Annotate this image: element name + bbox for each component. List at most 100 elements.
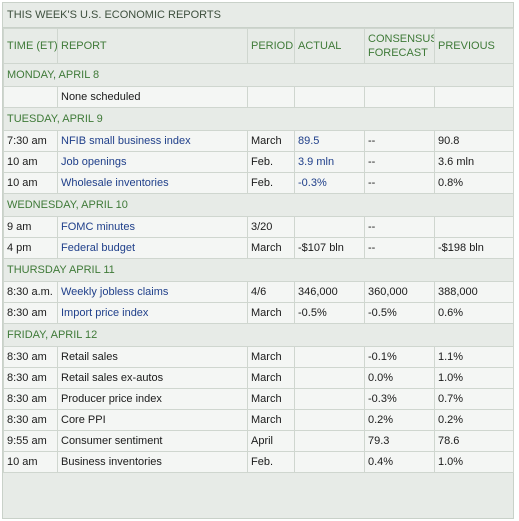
- report-link: Retail sales ex-autos: [57, 367, 248, 389]
- previous-cell: 0.8%: [434, 172, 514, 194]
- time-cell: 4 pm: [3, 237, 58, 259]
- table-row: 8:30 am Import price index March -0.5% -0.5%…: [3, 302, 514, 324]
- day-label: WEDNESDAY, APRIL 10: [3, 193, 514, 217]
- table-row: 8:30 am Retail sales March -0.1% 1.1%: [3, 346, 514, 368]
- actual-cell: 346,000: [294, 281, 365, 303]
- consensus-cell: --: [364, 151, 435, 173]
- period-cell: 3/20: [247, 216, 295, 238]
- time-cell: 8:30 a.m.: [3, 281, 58, 303]
- reports-table: TIME (ET) REPORT PERIOD ACTUAL CONSENSUS…: [3, 28, 514, 473]
- period-cell: March: [247, 367, 295, 389]
- time-cell: 8:30 am: [3, 367, 58, 389]
- actual-cell: [294, 388, 365, 410]
- report-link[interactable]: Import price index: [57, 302, 248, 324]
- report-link: Retail sales: [57, 346, 248, 368]
- day-row: MONDAY, APRIL 8: [3, 63, 514, 87]
- header-actual: ACTUAL: [294, 28, 365, 64]
- previous-cell: 1.0%: [434, 367, 514, 389]
- period-cell: 4/6: [247, 281, 295, 303]
- report-link[interactable]: Weekly jobless claims: [57, 281, 248, 303]
- time-cell: 9 am: [3, 216, 58, 238]
- table-row: 10 am Wholesale inventories Feb. -0.3% -- 0.8…: [3, 172, 514, 194]
- time-cell: 10 am: [3, 451, 58, 473]
- report-link: Core PPI: [57, 409, 248, 431]
- day-row: THURSDAY APRIL 11: [3, 258, 514, 282]
- time-cell: 7:30 am: [3, 130, 58, 152]
- consensus-cell: -0.5%: [364, 302, 435, 324]
- table-row: 8:30 am Retail sales ex-autos March 0.0% 1.0…: [3, 367, 514, 389]
- period-cell: [247, 86, 295, 108]
- time-cell: 10 am: [3, 151, 58, 173]
- report-link[interactable]: Wholesale inventories: [57, 172, 248, 194]
- header-report: REPORT: [57, 28, 248, 64]
- consensus-cell: 360,000: [364, 281, 435, 303]
- previous-cell: 388,000: [434, 281, 514, 303]
- previous-cell: 0.7%: [434, 388, 514, 410]
- consensus-cell: --: [364, 237, 435, 259]
- header-consensus: CONSENSUS FORECAST: [364, 28, 435, 64]
- period-cell: April: [247, 430, 295, 452]
- period-cell: March: [247, 130, 295, 152]
- previous-cell: [434, 86, 514, 108]
- consensus-cell: -0.3%: [364, 388, 435, 410]
- day-label: THURSDAY APRIL 11: [3, 258, 514, 282]
- actual-cell: [294, 367, 365, 389]
- table-row: 9 am FOMC minutes 3/20 --: [3, 216, 514, 238]
- previous-cell: 1.1%: [434, 346, 514, 368]
- report-link: Producer price index: [57, 388, 248, 410]
- day-label: MONDAY, APRIL 8: [3, 63, 514, 87]
- report-link: Business inventories: [57, 451, 248, 473]
- table-row: 10 am Job openings Feb. 3.9 mln -- 3.6 mln: [3, 151, 514, 173]
- period-cell: March: [247, 346, 295, 368]
- period-cell: Feb.: [247, 451, 295, 473]
- day-label: FRIDAY, APRIL 12: [3, 323, 514, 347]
- actual-cell: [294, 430, 365, 452]
- previous-cell: [434, 216, 514, 238]
- time-cell: 8:30 am: [3, 388, 58, 410]
- actual-cell[interactable]: -0.3%: [294, 172, 365, 194]
- actual-cell: -0.5%: [294, 302, 365, 324]
- period-cell: March: [247, 409, 295, 431]
- time-cell: 8:30 am: [3, 409, 58, 431]
- previous-cell: 78.6: [434, 430, 514, 452]
- consensus-cell: -0.1%: [364, 346, 435, 368]
- actual-cell: [294, 346, 365, 368]
- previous-cell: 1.0%: [434, 451, 514, 473]
- header-time: TIME (ET): [3, 28, 58, 64]
- day-row: WEDNESDAY, APRIL 10: [3, 193, 514, 217]
- table-row: 9:55 am Consumer sentiment April 79.3 78.6: [3, 430, 514, 452]
- consensus-cell: 0.2%: [364, 409, 435, 431]
- report-link[interactable]: Federal budget: [57, 237, 248, 259]
- actual-cell: -$107 bln: [294, 237, 365, 259]
- previous-cell: 0.6%: [434, 302, 514, 324]
- time-cell: 8:30 am: [3, 302, 58, 324]
- consensus-cell: --: [364, 130, 435, 152]
- period-cell: March: [247, 302, 295, 324]
- report-link[interactable]: FOMC minutes: [57, 216, 248, 238]
- period-cell: March: [247, 388, 295, 410]
- economic-reports-panel: THIS WEEK'S U.S. ECONOMIC REPORTS TIME (…: [2, 2, 514, 519]
- header-previous: PREVIOUS: [434, 28, 514, 64]
- previous-cell: 3.6 mln: [434, 151, 514, 173]
- previous-cell: 90.8: [434, 130, 514, 152]
- day-row: TUESDAY, APRIL 9: [3, 107, 514, 131]
- previous-cell: -$198 bln: [434, 237, 514, 259]
- panel-title: THIS WEEK'S U.S. ECONOMIC REPORTS: [3, 3, 513, 28]
- table-row: 7:30 am NFIB small business index March 89.…: [3, 130, 514, 152]
- table-row: None scheduled: [3, 86, 514, 108]
- report-link: None scheduled: [57, 86, 248, 108]
- consensus-cell: [364, 86, 435, 108]
- actual-cell[interactable]: 3.9 mln: [294, 151, 365, 173]
- report-link[interactable]: Job openings: [57, 151, 248, 173]
- time-cell: 8:30 am: [3, 346, 58, 368]
- period-cell: Feb.: [247, 172, 295, 194]
- table-row: 8:30 a.m. Weekly jobless claims 4/6 346,000…: [3, 281, 514, 303]
- consensus-cell: 0.4%: [364, 451, 435, 473]
- time-cell: 10 am: [3, 172, 58, 194]
- header-row: TIME (ET) REPORT PERIOD ACTUAL CONSENSUS…: [3, 28, 514, 64]
- day-row: FRIDAY, APRIL 12: [3, 323, 514, 347]
- actual-cell: [294, 409, 365, 431]
- report-link[interactable]: NFIB small business index: [57, 130, 248, 152]
- actual-cell[interactable]: 89.5: [294, 130, 365, 152]
- actual-cell: [294, 216, 365, 238]
